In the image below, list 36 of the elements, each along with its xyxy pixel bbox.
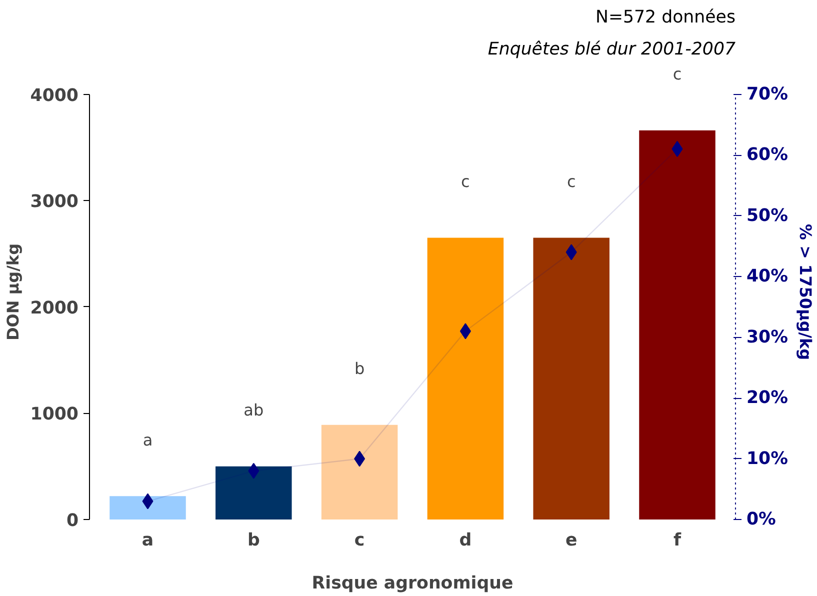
y2-tick-label: 70% bbox=[746, 84, 788, 104]
bar bbox=[321, 424, 398, 520]
x-tick-label: b bbox=[247, 530, 260, 550]
y2-tick-label: 40% bbox=[746, 266, 788, 287]
x-tick-label: d bbox=[459, 530, 472, 550]
bar bbox=[639, 130, 716, 520]
bar bbox=[110, 496, 186, 520]
y-axis-title: DON µg/kg bbox=[3, 243, 22, 341]
bar bbox=[216, 466, 292, 520]
x-tick-label: a bbox=[142, 530, 154, 550]
x-tick-label: f bbox=[673, 530, 682, 550]
y2-tick-label: 30% bbox=[746, 327, 788, 348]
annotation: c bbox=[566, 172, 576, 192]
bar bbox=[533, 238, 610, 520]
annotation: b bbox=[354, 359, 365, 378]
chart-title: N=572 données bbox=[596, 8, 736, 28]
y-tick-label: 0 bbox=[66, 511, 79, 531]
chart-subtitle: Enquêtes blé dur 2001-2007 bbox=[488, 40, 736, 60]
annotation: c bbox=[461, 172, 470, 192]
bar bbox=[427, 238, 504, 520]
x-tick-label: e bbox=[565, 530, 578, 550]
y-tick-label: 2000 bbox=[30, 298, 79, 318]
y2-tick-label: 60% bbox=[746, 145, 788, 166]
y2-tick-label: 10% bbox=[746, 448, 788, 469]
x-tick-label: c bbox=[354, 530, 365, 550]
y2-tick-label: 0% bbox=[746, 510, 776, 530]
x-axis-title: Risque agronomique bbox=[312, 574, 514, 594]
y-tick-label: 4000 bbox=[30, 86, 79, 106]
y2-tick-label: 20% bbox=[746, 388, 788, 408]
y-tick-label: 1000 bbox=[30, 404, 79, 425]
text: c bbox=[672, 64, 682, 84]
annotation: ab bbox=[244, 400, 264, 420]
y-tick-label: 3000 bbox=[30, 192, 79, 212]
y2-axis-title: % > 1750µg/kg bbox=[796, 224, 815, 360]
annotation: a bbox=[142, 430, 153, 450]
y2-tick-label: 50% bbox=[746, 206, 788, 226]
